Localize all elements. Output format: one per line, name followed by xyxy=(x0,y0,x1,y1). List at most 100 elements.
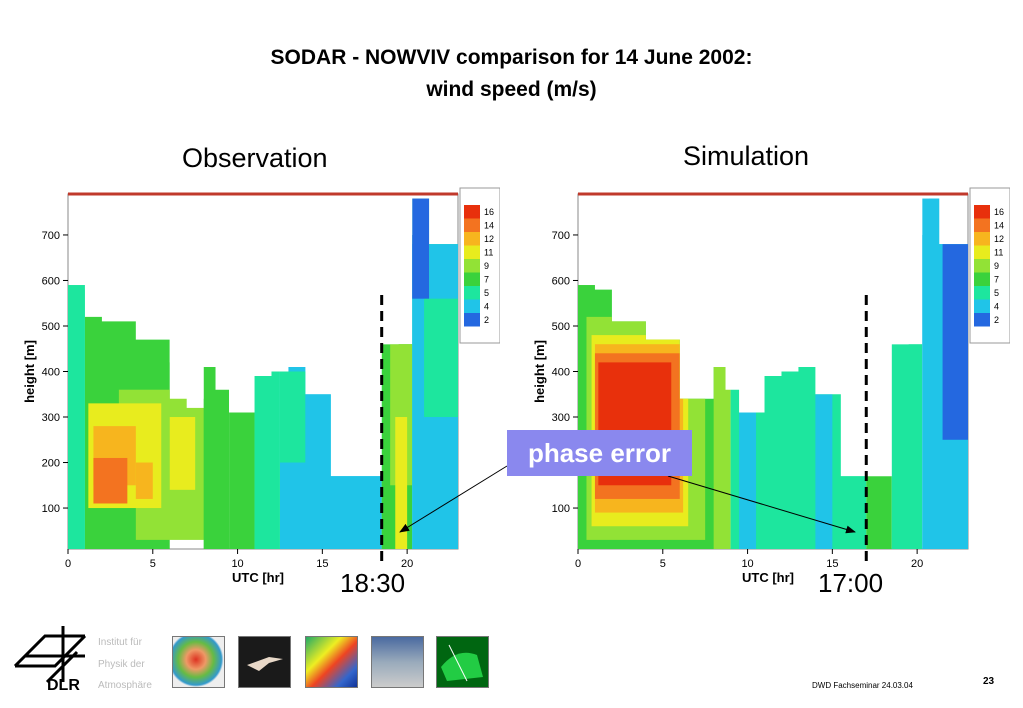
legend-label: 9 xyxy=(484,261,489,271)
y-tick-label: 700 xyxy=(552,230,570,242)
legend-label: 4 xyxy=(994,302,999,312)
legend-label: 14 xyxy=(994,221,1004,231)
event-label: DWD Fachseminar 24.03.04 xyxy=(812,681,913,690)
legend-swatch xyxy=(974,205,990,219)
x-tick-label: 5 xyxy=(660,558,666,570)
legend-label: 16 xyxy=(994,207,1004,217)
y-tick-label: 500 xyxy=(552,321,570,333)
dlr-logo-text: DLR xyxy=(47,677,80,692)
slide-title-line1: SODAR - NOWVIV comparison for 14 June 20… xyxy=(270,46,753,69)
legend-label: 12 xyxy=(994,234,1004,244)
heatmap-cell xyxy=(815,394,833,549)
x-tick-label: 15 xyxy=(826,558,838,570)
legend-swatch xyxy=(464,245,480,259)
heatmap-cell xyxy=(739,412,757,549)
legend-swatch xyxy=(464,218,480,232)
legend-label: 16 xyxy=(484,207,494,217)
heatmap-cell xyxy=(68,285,85,549)
legend-swatch xyxy=(464,232,480,246)
y-axis-label: height [m] xyxy=(532,340,547,403)
y-tick-label: 100 xyxy=(552,503,570,515)
institute-line1: Institut für xyxy=(98,637,142,648)
legend-swatch xyxy=(974,232,990,246)
y-tick-label: 300 xyxy=(42,412,60,424)
heatmap-cell xyxy=(254,371,280,549)
x-tick-label: 20 xyxy=(401,558,413,570)
arrow-to-simulation xyxy=(667,475,856,534)
legend-swatch xyxy=(464,313,480,327)
page-number: 23 xyxy=(983,676,995,687)
slide-title-line2: wind speed (m/s) xyxy=(426,78,597,101)
heatmap-cell xyxy=(339,485,374,527)
x-tick-label: 10 xyxy=(231,558,243,570)
y-tick-label: 400 xyxy=(552,367,570,379)
legend-swatch xyxy=(974,272,990,286)
y-axis-label: height [m] xyxy=(22,340,37,403)
simulation-title: Simulation xyxy=(683,141,810,171)
legend-label: 12 xyxy=(484,234,494,244)
heatmap-cells xyxy=(68,198,458,550)
legend-swatch xyxy=(974,218,990,232)
dlr-logo: DLR xyxy=(13,626,87,692)
heatmap-cell xyxy=(135,462,153,499)
legend-swatch xyxy=(974,286,990,300)
legend-label: 2 xyxy=(994,315,999,325)
y-tick-label: 700 xyxy=(42,230,60,242)
heatmap-cell xyxy=(713,366,731,549)
heatmap-cell xyxy=(203,366,230,549)
heatmap-cell xyxy=(891,344,923,549)
y-tick-label: 500 xyxy=(42,321,60,333)
legend-label: 4 xyxy=(484,302,489,312)
field-thumbnail xyxy=(436,636,489,688)
y-tick-label: 600 xyxy=(42,275,60,287)
legend-swatch xyxy=(974,245,990,259)
heatmap-cell xyxy=(305,394,331,540)
y-tick-label: 200 xyxy=(42,458,60,470)
x-axis-label: UTC [hr] xyxy=(232,570,284,585)
heatmap-cell xyxy=(93,457,128,504)
institute-line2: Physik der xyxy=(98,659,145,670)
legend-label: 11 xyxy=(994,248,1003,258)
legend-label: 2 xyxy=(484,315,489,325)
x-tick-label: 5 xyxy=(150,558,156,570)
heatmap-cell xyxy=(279,371,306,463)
heatmap-cell xyxy=(169,417,196,490)
x-axis-label: UTC [hr] xyxy=(742,570,794,585)
legend-label: 5 xyxy=(484,288,489,298)
observation-chart: 0 5 10 15 20 100 200 300 400 500 600 700 UTC [hr] hei… xyxy=(22,187,500,585)
arrow-to-observation xyxy=(399,465,508,533)
legend-label: 11 xyxy=(484,248,493,258)
y-tick-label: 600 xyxy=(552,275,570,287)
heatmap-cell xyxy=(866,476,892,549)
y-tick-label: 400 xyxy=(42,367,60,379)
heatmap-cell xyxy=(229,412,255,549)
legend-swatch xyxy=(974,299,990,313)
phase-error-label: phase error xyxy=(507,430,692,476)
observation-title: Observation xyxy=(182,143,328,173)
model-map-thumbnail xyxy=(305,636,358,688)
legend-swatch xyxy=(974,259,990,273)
aircraft-thumbnail xyxy=(238,636,291,688)
heatmap-cell xyxy=(429,244,458,299)
heatmap-cell xyxy=(412,198,430,299)
legend-label: 7 xyxy=(484,275,489,285)
y-tick-label: 100 xyxy=(42,503,60,515)
institute-line3: Atmosphäre xyxy=(98,680,152,691)
instrument-thumbnail xyxy=(371,636,424,688)
legend-swatch xyxy=(464,286,480,300)
y-tick-label: 300 xyxy=(552,412,570,424)
simulation-marker-time: 17:00 xyxy=(818,568,884,598)
observation-marker-time: 18:30 xyxy=(340,568,406,598)
x-tick-label: 15 xyxy=(316,558,328,570)
heatmap-cell xyxy=(395,417,408,549)
legend-swatch xyxy=(464,299,480,313)
legend-label: 7 xyxy=(994,275,999,285)
legend-label: 14 xyxy=(484,221,494,231)
x-tick-label: 20 xyxy=(911,558,923,570)
legend-swatch xyxy=(464,272,480,286)
x-tick-label: 0 xyxy=(65,558,71,570)
legend-label: 9 xyxy=(994,261,999,271)
legend-swatch xyxy=(464,259,480,273)
